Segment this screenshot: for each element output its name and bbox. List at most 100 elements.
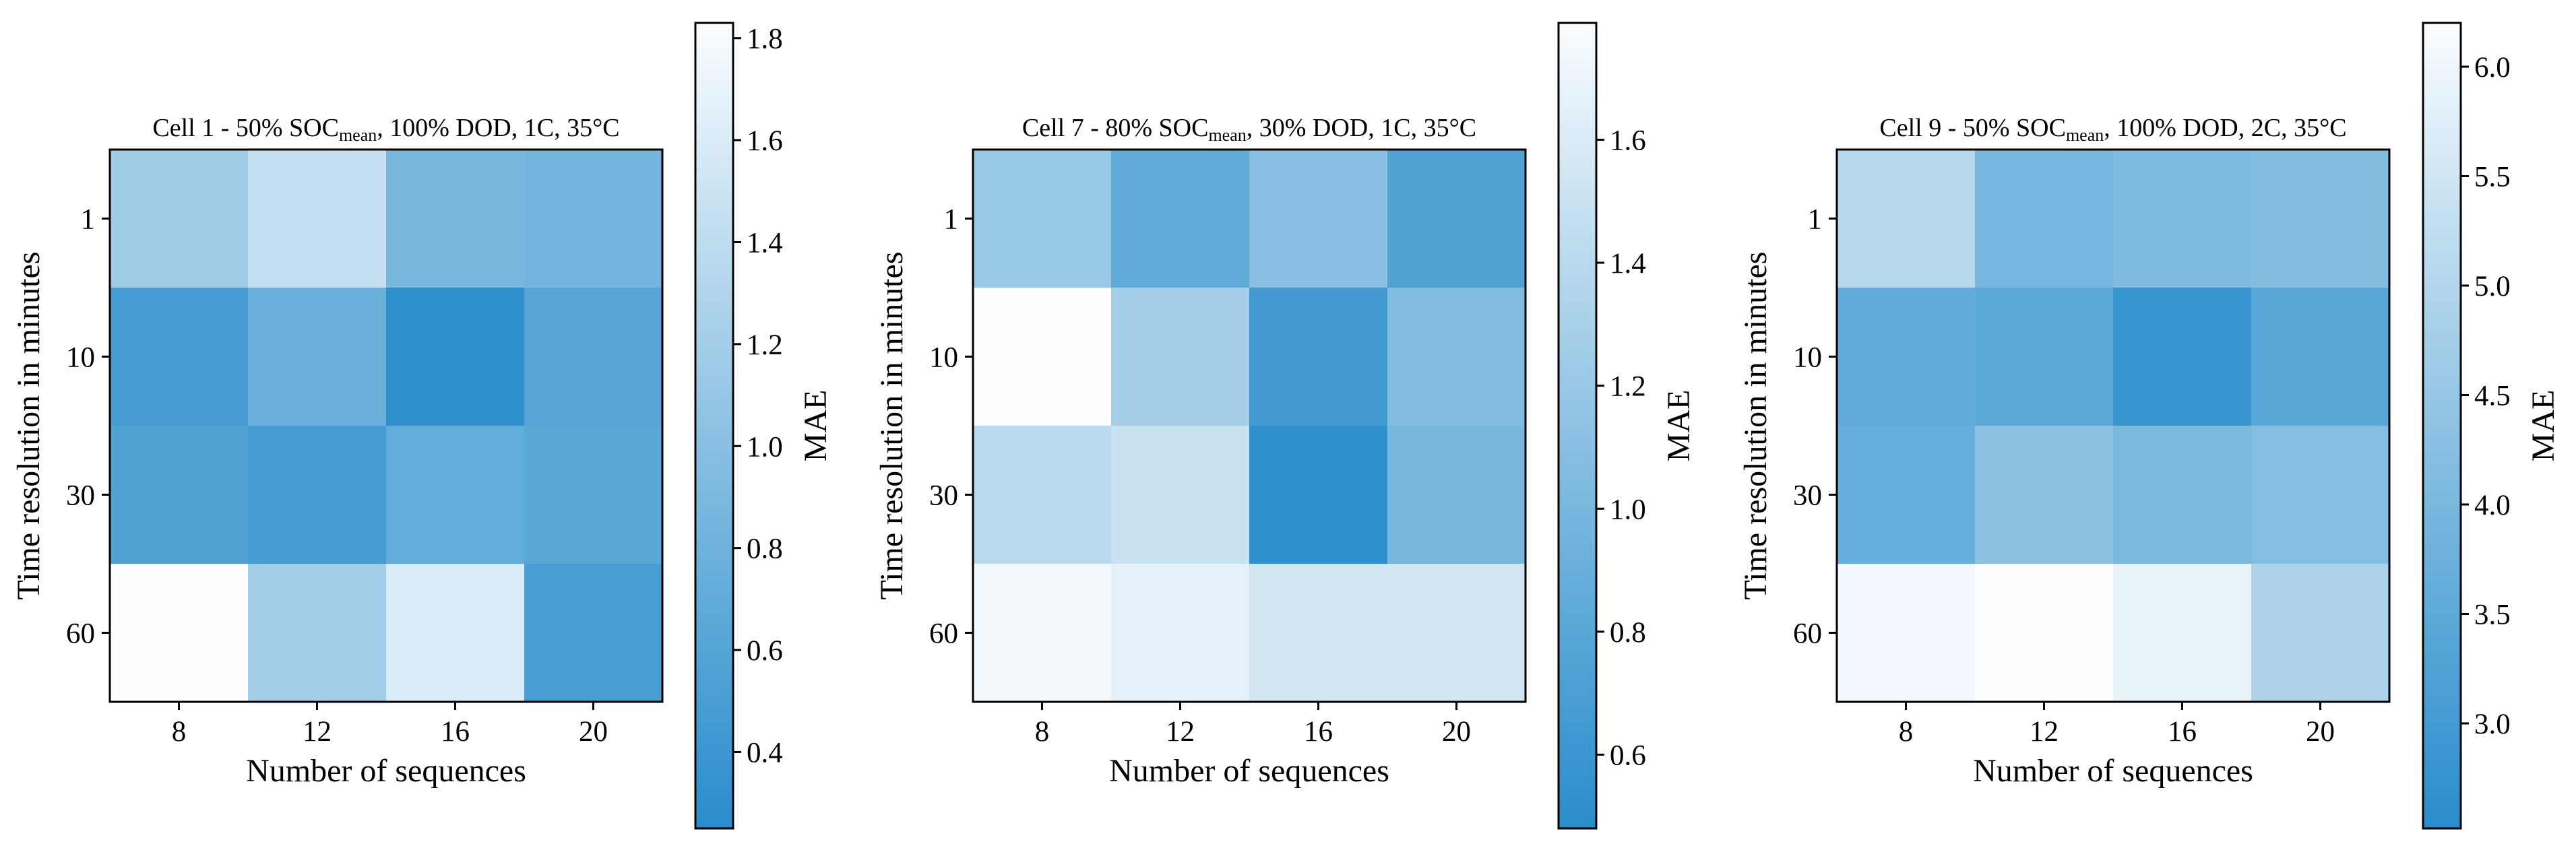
y-tick-label: 1 (944, 204, 959, 236)
x-tick-label: 8 (1035, 716, 1050, 748)
x-tick-label: 20 (2306, 716, 2335, 748)
x-tick-label: 16 (2168, 716, 2197, 748)
colorbar-tick-label: 1.4 (747, 227, 783, 259)
y-tick-label: 60 (929, 618, 958, 650)
colorbar (1557, 22, 1598, 830)
heatmap-cell (1975, 288, 2114, 426)
colorbar-tick-label: 5.0 (2474, 271, 2511, 302)
heatmap-cell (973, 150, 1112, 288)
y-axis-label: Time resolution in minutes (11, 252, 46, 600)
heatmap-cell (386, 426, 525, 564)
heatmap-cell (386, 150, 525, 288)
heatmap-cell (110, 150, 249, 288)
heatmap-cell (2113, 426, 2252, 564)
colorbar-tick-label: 1.6 (747, 125, 783, 157)
colorbar-tick-label: 1.0 (747, 431, 783, 463)
heatmap-cell (524, 426, 663, 564)
colorbar-tick-label: 5.5 (2474, 162, 2511, 193)
heatmap-cell (1387, 564, 1526, 702)
heatmap-cell (1837, 426, 1976, 564)
colorbar (2422, 22, 2462, 830)
x-tick-label: 12 (303, 716, 332, 748)
colorbar-tick-label: 3.0 (2474, 709, 2511, 740)
chart-title: Cell 9 - 50% SOCmean, 100% DOD, 2C, 35°C (1879, 114, 2346, 145)
colorbar-tick-label: 4.5 (2474, 381, 2511, 412)
heatmap-cell (1387, 426, 1526, 564)
heatmap-cell (2251, 564, 2390, 702)
heatmap-cell (248, 150, 387, 288)
colorbar-tick-label: 1.2 (747, 329, 783, 361)
colorbar-tick-label: 1.6 (1610, 125, 1646, 156)
heatmap-cell (1975, 150, 2114, 288)
colorbar-label: MAE (1661, 390, 1697, 462)
y-tick-label: 30 (929, 480, 958, 512)
y-tick-label: 10 (929, 342, 958, 374)
heatmap-cell (1975, 564, 2114, 702)
heatmap-panel-1: Cell 1 - 50% SOCmean, 100% DOD, 1C, 35°C… (11, 22, 834, 830)
x-tick-label: 12 (1166, 716, 1195, 748)
colorbar-tick-label: 0.4 (747, 737, 783, 769)
plot-frame (108, 148, 664, 703)
heatmap-cell (1249, 426, 1388, 564)
colorbar-tick-label: 1.2 (1610, 371, 1646, 403)
y-tick-label: 60 (66, 618, 95, 650)
heatmap-cell (386, 288, 525, 426)
y-tick-label: 30 (1793, 480, 1822, 512)
x-axis-label: Number of sequences (1973, 753, 2253, 789)
y-tick-label: 1 (81, 204, 96, 236)
y-tick-label: 1 (1808, 204, 1823, 236)
heatmap-cell (973, 288, 1112, 426)
x-tick-label: 8 (1899, 716, 1914, 748)
heatmap-cell (110, 426, 249, 564)
heatmap-cell (2251, 150, 2390, 288)
colorbar-tick-label: 1.0 (1610, 494, 1646, 525)
colorbar-tick-label: 6.0 (2474, 52, 2511, 84)
heatmap-panel-2: Cell 7 - 80% SOCmean, 30% DOD, 1C, 35°C 8… (874, 22, 1697, 830)
heatmap-cell (1249, 564, 1388, 702)
colorbar-tick-label: 3.5 (2474, 599, 2511, 631)
heatmap-cell (2113, 288, 2252, 426)
heatmap-cell (1837, 564, 1976, 702)
colorbar-tick-label: 1.8 (747, 24, 783, 55)
colorbar-label: MAE (2525, 390, 2561, 462)
y-tick-label: 60 (1793, 618, 1822, 650)
colorbar-tick-label: 4.0 (2474, 490, 2511, 521)
y-tick-label: 30 (66, 480, 95, 512)
chart-title: Cell 1 - 50% SOCmean, 100% DOD, 1C, 35°C (152, 114, 619, 145)
heatmap-cell (1111, 150, 1250, 288)
heatmap-cell (2113, 564, 2252, 702)
x-tick-label: 16 (1304, 716, 1333, 748)
heatmap-cell (2113, 150, 2252, 288)
y-tick-label: 10 (1793, 342, 1822, 374)
x-tick-label: 16 (441, 716, 470, 748)
heatmap-cell (2251, 426, 2390, 564)
heatmap-cell (248, 426, 387, 564)
colorbar-label: MAE (798, 390, 834, 462)
colorbar (694, 22, 734, 830)
chart-title: Cell 7 - 80% SOCmean, 30% DOD, 1C, 35°C (1022, 114, 1476, 145)
heatmap-cell (1111, 288, 1250, 426)
x-axis-label: Number of sequences (246, 753, 526, 789)
colorbar-tick-label: 1.4 (1610, 248, 1646, 280)
x-tick-label: 12 (2030, 716, 2059, 748)
x-tick-label: 20 (1442, 716, 1471, 748)
heatmap-cell (1387, 150, 1526, 288)
heatmap-cell (524, 564, 663, 702)
heatmap-cell (973, 564, 1112, 702)
x-axis-label: Number of sequences (1109, 753, 1389, 789)
heatmap-cell (1111, 564, 1250, 702)
colorbar-tick-label: 0.8 (747, 533, 783, 565)
colorbar-tick-label: 0.8 (1610, 617, 1646, 649)
heatmap-cell (110, 288, 249, 426)
plot-frame (972, 148, 1527, 703)
x-tick-label: 20 (579, 716, 608, 748)
heatmap-cell (1837, 288, 1976, 426)
heatmap-cell (248, 564, 387, 702)
heatmap-cell (1111, 426, 1250, 564)
heatmap-cell (1249, 288, 1388, 426)
heatmap-cell (248, 288, 387, 426)
colorbar-tick-label: 0.6 (747, 635, 783, 667)
y-axis-label: Time resolution in minutes (874, 252, 910, 600)
heatmap-panel-3: Cell 9 - 50% SOCmean, 100% DOD, 2C, 35°C… (1738, 22, 2561, 830)
